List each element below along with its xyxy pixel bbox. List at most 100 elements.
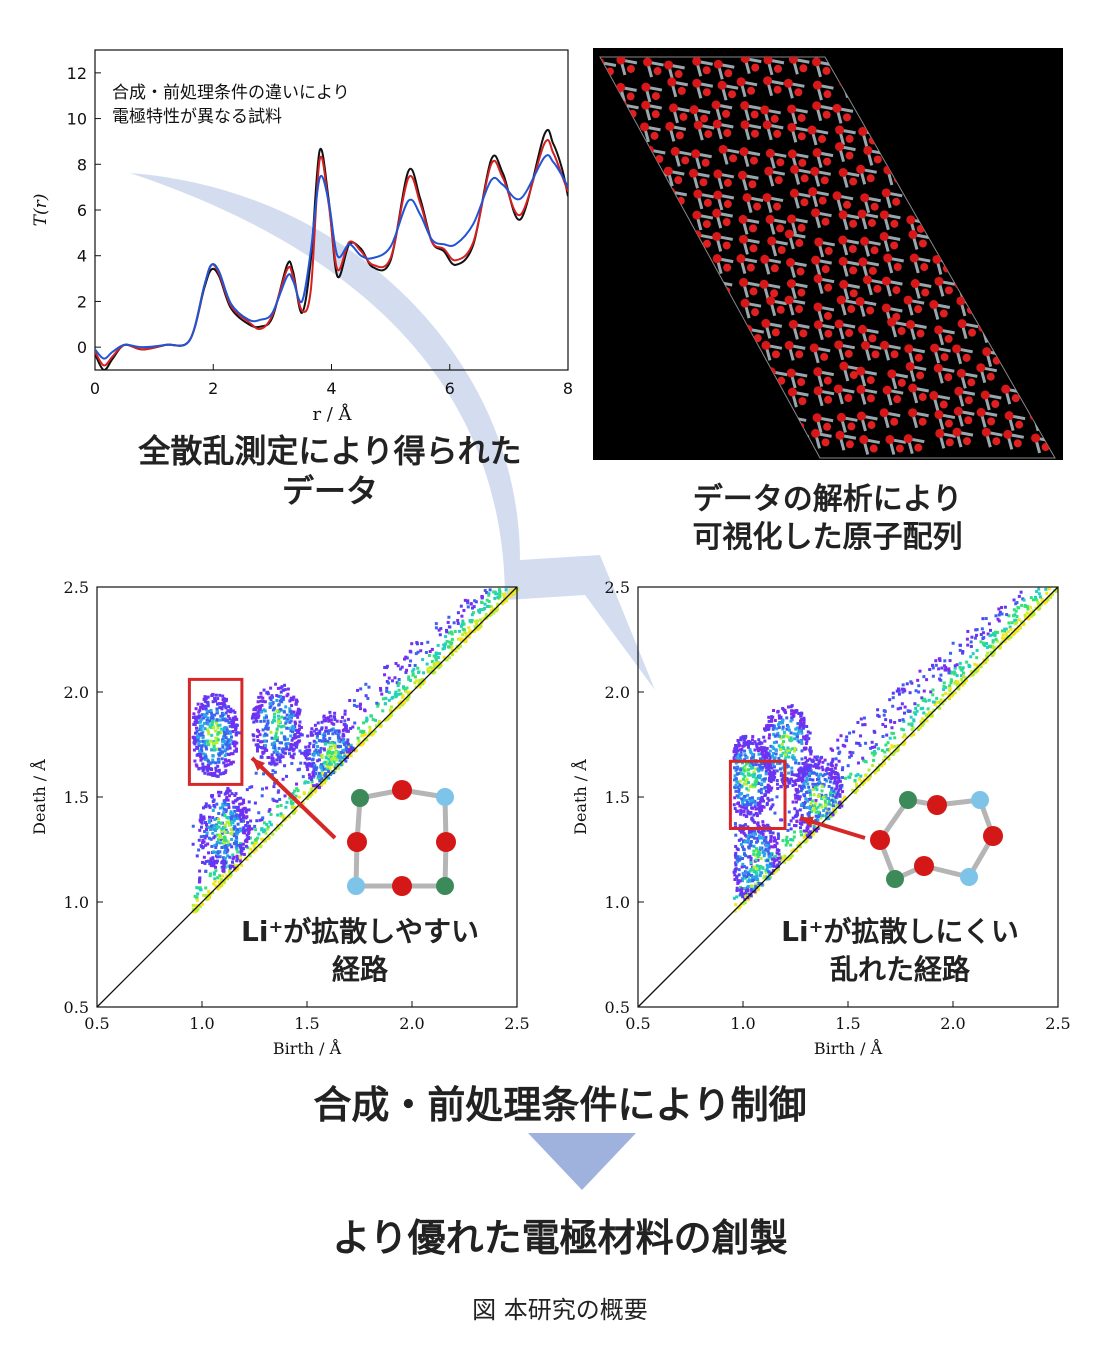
density-cell [436, 643, 440, 647]
density-cell [750, 762, 754, 766]
density-cell [498, 590, 502, 594]
density-cell [223, 801, 227, 805]
density-cell [210, 733, 214, 737]
oxygen-atom [859, 435, 869, 445]
density-cell [757, 742, 761, 746]
density-cell [460, 614, 464, 618]
density-cell [263, 709, 267, 713]
density-cell [223, 844, 227, 848]
density-cell [852, 730, 856, 734]
density-cell [226, 848, 230, 852]
density-cell [215, 741, 219, 745]
oxygen-atom [760, 254, 770, 264]
density-cell [868, 774, 872, 778]
density-cell [272, 712, 276, 716]
density-cell [222, 880, 226, 884]
density-cell [450, 637, 454, 641]
density-cell [496, 595, 500, 599]
density-cell [195, 726, 199, 730]
oxygen-atom [807, 125, 817, 135]
density-cell [758, 811, 762, 815]
density-cell [352, 703, 356, 707]
density-cell [305, 765, 309, 769]
oxygen-atom [940, 353, 949, 362]
oxygen-atom [808, 187, 818, 197]
oxygen-atom [838, 256, 848, 266]
density-cell [211, 700, 215, 704]
density-cell [487, 604, 491, 608]
oxygen-atom [789, 188, 799, 198]
oxygen-atom [626, 92, 635, 101]
density-cell [975, 633, 979, 637]
density-cell [197, 838, 201, 842]
density-cell [220, 883, 224, 887]
density-cell [748, 784, 752, 788]
density-cell [768, 749, 772, 753]
y-tick-label: 4 [77, 247, 87, 266]
density-cell [358, 704, 362, 708]
density-cell [771, 803, 775, 807]
density-cell [293, 733, 297, 737]
density-cell [324, 716, 328, 720]
density-cell [742, 798, 746, 802]
density-cell [446, 645, 450, 649]
density-cell [292, 710, 296, 714]
density-cell [399, 692, 403, 696]
density-cell [794, 761, 798, 765]
density-cell [255, 819, 259, 823]
density-cell [889, 719, 893, 723]
density-cell [735, 876, 739, 880]
density-cell [328, 710, 332, 714]
density-cell [743, 901, 747, 905]
density-cell [1031, 598, 1035, 602]
density-cell [326, 752, 330, 756]
density-cell [444, 642, 448, 646]
density-cell [272, 785, 276, 789]
density-cell [863, 723, 867, 727]
density-cell [420, 642, 424, 646]
density-cell [267, 809, 271, 813]
oxygen-atom [856, 366, 866, 376]
density-cell [259, 745, 263, 749]
density-cell [733, 774, 737, 778]
density-cell [845, 735, 849, 739]
density-cell [743, 753, 747, 757]
density-cell [918, 669, 922, 673]
density-cell [242, 798, 246, 802]
density-cell [256, 700, 260, 704]
density-cell [756, 858, 760, 862]
density-cell [234, 844, 238, 848]
density-cell [222, 868, 226, 872]
density-cell [449, 642, 453, 646]
density-cell [223, 830, 227, 834]
oxygen-atom [918, 393, 927, 402]
density-cell [1003, 627, 1007, 631]
density-cell [348, 745, 352, 749]
density-cell [222, 799, 226, 803]
density-cell [325, 765, 329, 769]
density-cell [198, 749, 202, 753]
density-cell [310, 780, 314, 784]
density-cell [758, 746, 762, 750]
density-cell [797, 711, 801, 715]
density-cell [933, 703, 937, 707]
density-cell [783, 860, 787, 864]
density-cell [233, 826, 237, 830]
density-cell [471, 611, 475, 615]
oxygen-atom [1064, 416, 1072, 424]
density-cell [203, 697, 207, 701]
density-cell [230, 792, 234, 796]
density-cell [226, 840, 230, 844]
density-cell [764, 793, 768, 797]
density-cell [472, 629, 476, 633]
density-cell [197, 732, 201, 736]
y-tick-label: 0 [77, 338, 87, 357]
density-cell [326, 739, 330, 743]
density-cell [861, 756, 865, 760]
density-cell [958, 665, 962, 669]
density-cell [275, 739, 279, 743]
density-cell [232, 863, 236, 867]
density-cell [236, 843, 240, 847]
oxygen-atom [765, 148, 775, 158]
density-cell [309, 787, 313, 791]
